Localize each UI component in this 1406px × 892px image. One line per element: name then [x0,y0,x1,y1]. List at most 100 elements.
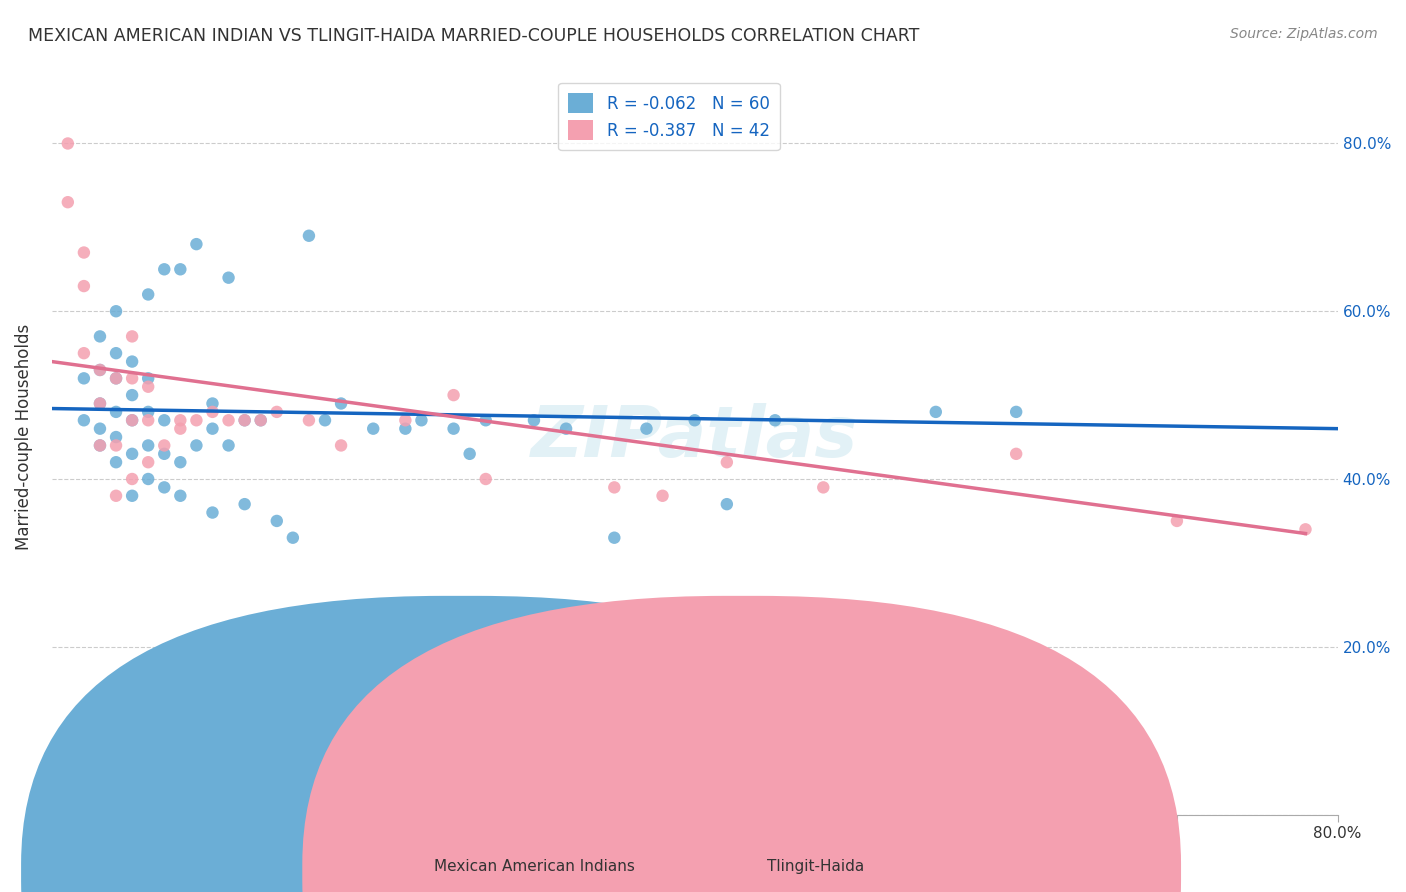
Point [169,489,191,503]
Point [136,380,159,394]
Point [89,438,111,452]
Point [233,413,256,427]
Point [121,354,143,368]
Point [474,472,496,486]
Point [153,480,176,494]
Point [523,413,546,427]
Point [105,489,128,503]
Point [73,371,96,385]
Point [105,346,128,360]
Point [89,329,111,343]
Point [105,430,128,444]
Point [105,371,128,385]
Point [153,413,176,427]
Point [89,396,111,410]
Point [56,195,79,210]
Point [73,346,96,360]
Point [121,413,143,427]
Point [89,396,111,410]
Point [218,270,240,285]
Point [136,405,159,419]
Point [121,371,143,385]
Point [153,447,176,461]
Point [1005,447,1028,461]
Point [89,363,111,377]
Point [411,413,433,427]
Point [121,447,143,461]
Point [136,438,159,452]
Point [136,455,159,469]
Point [555,422,578,436]
Point [1005,405,1028,419]
Point [361,422,384,436]
Legend: R = -0.062   N = 60, R = -0.387   N = 42: R = -0.062 N = 60, R = -0.387 N = 42 [558,83,780,151]
Point [716,455,738,469]
Point [249,413,271,427]
Point [121,489,143,503]
Point [186,438,208,452]
Point [716,497,738,511]
Point [153,262,176,277]
Point [603,531,626,545]
Point [169,413,191,427]
Point [218,438,240,452]
Point [218,413,240,427]
Point [136,472,159,486]
Point [136,413,159,427]
Point [136,371,159,385]
Point [186,237,208,252]
Point [298,413,321,427]
Point [169,455,191,469]
Y-axis label: Married-couple Households: Married-couple Households [15,324,32,550]
Point [73,245,96,260]
Point [201,506,224,520]
Point [105,405,128,419]
Point [925,405,948,419]
Point [105,438,128,452]
Point [169,262,191,277]
Point [249,413,271,427]
Point [330,438,353,452]
Point [121,413,143,427]
Point [201,396,224,410]
Point [105,304,128,318]
Point [394,413,416,427]
Point [186,413,208,427]
Point [89,363,111,377]
Point [330,396,353,410]
Point [394,422,416,436]
Point [266,514,288,528]
Point [153,438,176,452]
Text: MEXICAN AMERICAN INDIAN VS TLINGIT-HAIDA MARRIED-COUPLE HOUSEHOLDS CORRELATION C: MEXICAN AMERICAN INDIAN VS TLINGIT-HAIDA… [28,27,920,45]
Point [89,422,111,436]
Point [298,228,321,243]
Point [651,489,673,503]
Point [233,497,256,511]
Point [73,413,96,427]
Point [314,413,336,427]
Point [763,413,786,427]
Text: Tlingit-Haida: Tlingit-Haida [766,859,865,874]
Point [73,279,96,293]
Point [813,480,835,494]
Point [136,287,159,301]
Point [603,480,626,494]
Point [1295,522,1317,536]
Text: ZIPatlas: ZIPatlas [531,402,859,472]
Point [1166,514,1188,528]
Text: Mexican American Indians: Mexican American Indians [434,859,634,874]
Point [89,438,111,452]
Point [361,648,384,662]
Point [474,413,496,427]
Point [443,388,465,402]
Point [121,329,143,343]
Point [233,413,256,427]
Point [169,422,191,436]
Point [683,413,706,427]
Point [636,422,658,436]
Point [443,422,465,436]
Point [56,136,79,151]
Point [105,455,128,469]
Point [153,706,176,721]
Point [458,447,481,461]
